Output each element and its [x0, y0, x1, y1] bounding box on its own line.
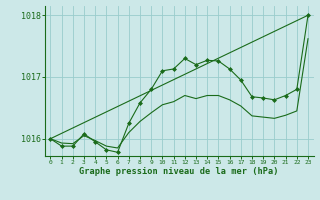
X-axis label: Graphe pression niveau de la mer (hPa): Graphe pression niveau de la mer (hPa) — [79, 167, 279, 176]
